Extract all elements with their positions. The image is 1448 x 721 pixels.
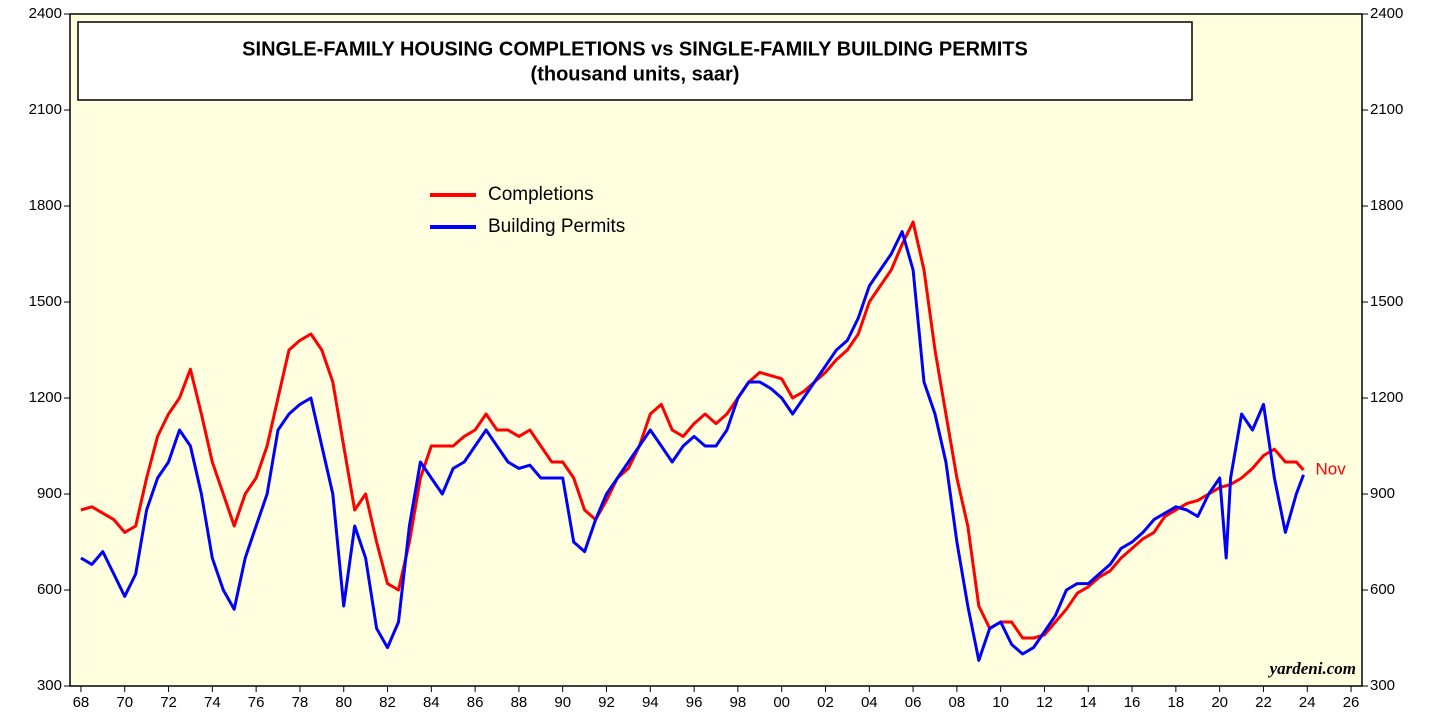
watermark: yardeni.com (1268, 659, 1356, 678)
x-tick-label: 08 (949, 694, 966, 711)
y2-tick-label: 600 (1370, 581, 1395, 598)
plot-area (69, 13, 1363, 687)
x-tick-label: 12 (1036, 694, 1053, 711)
x-tick-label: 10 (992, 694, 1009, 711)
y2-tick-label: 1500 (1370, 293, 1403, 310)
chart-subtitle: (thousand units, saar) (531, 63, 740, 85)
y-tick-label: 2400 (29, 5, 62, 22)
x-tick-label: 76 (248, 694, 265, 711)
x-tick-label: 16 (1124, 694, 1141, 711)
y2-tick-label: 300 (1370, 677, 1395, 694)
x-tick-label: 06 (905, 694, 922, 711)
x-tick-label: 04 (861, 694, 878, 711)
annotation: Nov (1316, 459, 1347, 478)
x-tick-label: 90 (554, 694, 571, 711)
y-tick-label: 2100 (29, 101, 62, 118)
x-tick-label: 00 (773, 694, 790, 711)
x-tick-label: 70 (116, 694, 133, 711)
x-tick-label: 92 (598, 694, 615, 711)
x-tick-label: 02 (817, 694, 834, 711)
x-tick-label: 72 (160, 694, 177, 711)
y-tick-label: 1800 (29, 197, 62, 214)
y-tick-label: 600 (37, 581, 62, 598)
legend-label: Completions (488, 184, 594, 205)
x-tick-label: 14 (1080, 694, 1097, 711)
x-tick-label: 74 (204, 694, 221, 711)
legend-label: Building Permits (488, 216, 625, 237)
x-tick-label: 68 (73, 694, 90, 711)
y-tick-label: 300 (37, 677, 62, 694)
x-tick-label: 26 (1343, 694, 1360, 711)
y-tick-label: 900 (37, 485, 62, 502)
x-tick-label: 18 (1168, 694, 1185, 711)
x-tick-label: 20 (1211, 694, 1228, 711)
x-tick-label: 22 (1255, 694, 1272, 711)
y-tick-label: 1500 (29, 293, 62, 310)
x-tick-label: 78 (292, 694, 309, 711)
chart-title: SINGLE-FAMILY HOUSING COMPLETIONS vs SIN… (242, 38, 1028, 60)
x-tick-label: 84 (423, 694, 440, 711)
x-tick-label: 80 (335, 694, 352, 711)
x-tick-label: 94 (642, 694, 659, 711)
y2-tick-label: 2100 (1370, 101, 1403, 118)
x-tick-label: 98 (730, 694, 747, 711)
y2-tick-label: 2400 (1370, 5, 1403, 22)
x-tick-label: 24 (1299, 694, 1316, 711)
line-series (80, 230, 1305, 662)
x-tick-label: 82 (379, 694, 396, 711)
y2-tick-label: 900 (1370, 485, 1395, 502)
title-box (77, 21, 1193, 101)
x-tick-label: 96 (686, 694, 703, 711)
x-tick-label: 86 (467, 694, 484, 711)
x-tick-label: 88 (511, 694, 528, 711)
y2-tick-label: 1200 (1370, 389, 1403, 406)
y-tick-label: 1200 (29, 389, 62, 406)
y2-tick-label: 1800 (1370, 197, 1403, 214)
line-series (80, 220, 1305, 640)
